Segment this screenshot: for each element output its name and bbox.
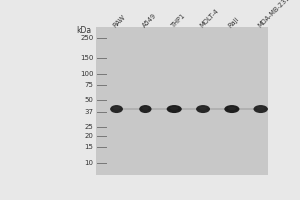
Text: 100: 100 (80, 71, 93, 77)
Text: 25: 25 (85, 124, 93, 130)
Ellipse shape (142, 107, 149, 110)
Ellipse shape (254, 105, 268, 113)
Text: MDA-MB-231: MDA-MB-231 (256, 0, 291, 29)
Text: MOLT-4: MOLT-4 (199, 8, 220, 29)
Ellipse shape (167, 105, 182, 113)
Text: THP1: THP1 (170, 12, 186, 29)
Text: 250: 250 (80, 35, 93, 41)
Text: 15: 15 (84, 144, 93, 150)
Text: 75: 75 (84, 82, 93, 88)
Text: 37: 37 (84, 109, 93, 115)
Text: 20: 20 (84, 133, 93, 139)
Ellipse shape (257, 107, 265, 110)
Ellipse shape (196, 105, 210, 113)
Ellipse shape (228, 107, 236, 110)
Ellipse shape (170, 107, 178, 110)
Text: A549: A549 (141, 12, 158, 29)
Text: Raji: Raji (228, 16, 241, 29)
Text: 50: 50 (84, 97, 93, 103)
Text: kDa: kDa (76, 26, 91, 35)
Ellipse shape (113, 107, 120, 110)
Ellipse shape (199, 107, 207, 110)
Bar (96, 27, 268, 175)
Text: 150: 150 (80, 55, 93, 61)
Ellipse shape (224, 105, 239, 113)
Text: 10: 10 (84, 160, 93, 166)
Ellipse shape (139, 105, 152, 113)
Text: RAW: RAW (112, 14, 127, 29)
Ellipse shape (110, 105, 123, 113)
